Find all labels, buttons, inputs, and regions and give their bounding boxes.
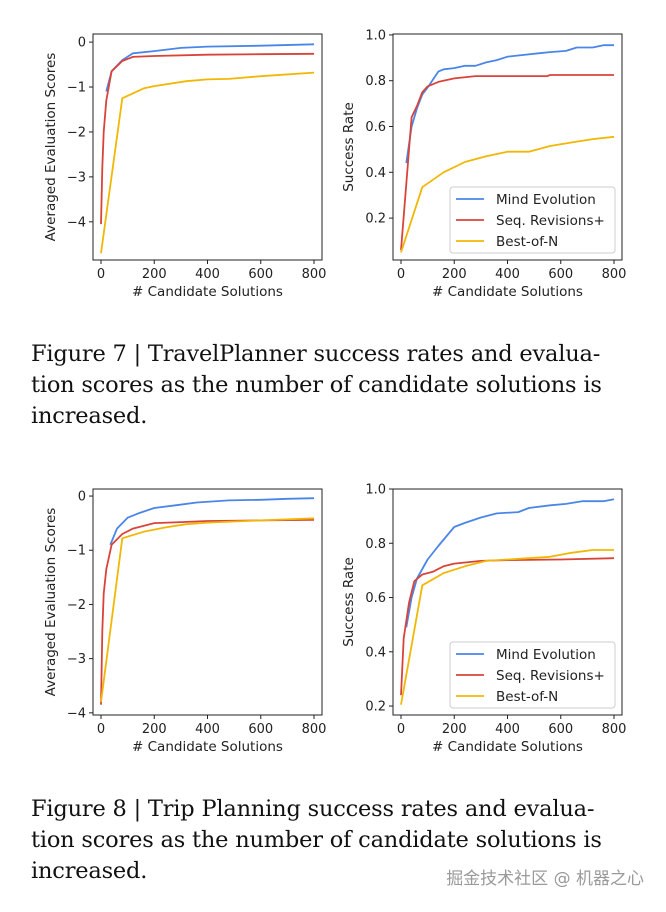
y-tick-label: −1 [67, 544, 86, 559]
y-tick-label: 1.0 [365, 483, 386, 498]
x-tick-label: 0 [97, 267, 105, 282]
x-tick-label: 800 [602, 722, 627, 737]
y-tick-label: 0.2 [365, 212, 386, 227]
series-line-seq-revisions [100, 52, 315, 225]
plot-frame [92, 33, 323, 261]
x-tick-label: 0 [97, 722, 105, 737]
x-tick-label: 400 [195, 722, 220, 737]
series-line-best-of-n [100, 517, 315, 703]
x-tick-label: 600 [248, 722, 273, 737]
legend-label: Mind Evolution [496, 192, 596, 208]
x-tick-label: 800 [302, 267, 327, 282]
caption-line: increased. [31, 858, 148, 884]
caption-line: Figure 8 | Trip Planning success rates a… [31, 796, 595, 822]
y-axis-label: Averaged Evaluation Scores [43, 53, 59, 242]
watermark: 掘金技术社区 @ 机器之心 [446, 869, 644, 889]
caption-line: tion scores as the number of candidate s… [31, 372, 602, 398]
legend-box [449, 186, 616, 254]
series-line-seq-revisions [400, 557, 615, 696]
series-line-seq-revisions [400, 74, 614, 251]
x-tick-label: 600 [248, 267, 273, 282]
x-tick-label: 200 [442, 267, 467, 282]
y-tick-label: 0.2 [365, 700, 386, 715]
x-tick-label: 800 [302, 722, 327, 737]
x-axis-label: # Candidate Solutions [432, 739, 583, 755]
chart-3: 0 200 400 600 800 0 −1 −2 −3 −4 # Candidate Soluti… [43, 488, 327, 755]
x-tick-label: 0 [397, 722, 405, 737]
figure-8-caption: Figure 8 | Trip Planning success rates a… [31, 794, 602, 887]
y-tick-label: 0.8 [365, 537, 386, 552]
series-line-best-of-n [400, 135, 615, 253]
y-tick-label: −3 [67, 170, 86, 185]
series-line-seq-revisions [100, 519, 315, 705]
y-tick-label: 0.6 [365, 591, 386, 606]
series-line-mind-evolution [105, 43, 315, 92]
y-tick-label: 1.0 [365, 28, 386, 43]
legend-box [449, 641, 616, 709]
x-tick-label: 400 [495, 267, 520, 282]
figure-7-caption: Figure 7 | TravelPlanner success rates a… [31, 339, 602, 432]
y-tick-label: −2 [67, 125, 86, 140]
x-axis-label: # Candidate Solutions [132, 739, 283, 755]
y-axis-label: Success Rate [341, 102, 357, 192]
series-line-mind-evolution [109, 497, 315, 546]
x-tick-label: 400 [495, 722, 520, 737]
y-tick-label: 0.4 [365, 645, 386, 660]
y-tick-label: 0.4 [365, 166, 386, 181]
x-tick-label: 400 [195, 267, 220, 282]
x-axis-label: # Candidate Solutions [132, 284, 283, 300]
x-tick-label: 600 [548, 267, 573, 282]
legend-label: Seq. Revisions+ [496, 668, 605, 684]
x-tick-label: 0 [397, 267, 405, 282]
y-tick-label: −1 [67, 81, 86, 96]
chart-4: 0 200 400 600 800 1.0 0.8 0.6 0.4 0.2 # Candidate … [341, 483, 626, 756]
y-tick-label: 0.6 [365, 120, 386, 135]
caption-line: increased. [31, 403, 148, 429]
x-tick-label: 200 [142, 267, 167, 282]
x-tick-label: 200 [442, 722, 467, 737]
y-tick-label: −4 [67, 706, 86, 721]
y-tick-label: 0.8 [365, 74, 386, 89]
x-tick-label: 200 [142, 722, 167, 737]
x-tick-label: 800 [602, 267, 627, 282]
y-axis-label: Success Rate [341, 557, 357, 647]
series-line-mind-evolution [405, 498, 615, 628]
legend: Mind Evolution Seq. Revisions+ Best-of-N [449, 186, 616, 254]
legend-label: Best-of-N [496, 234, 558, 250]
y-tick-label: 0 [78, 36, 86, 51]
chart-1: 0 200 400 600 800 0 −1 −2 −3 −4 # Candidate Soluti… [43, 33, 327, 300]
y-axis-label: Averaged Evaluation Scores [43, 508, 59, 697]
y-tick-label: −4 [67, 215, 86, 230]
x-axis-label: # Candidate Solutions [432, 284, 583, 300]
legend-label: Mind Evolution [496, 647, 596, 663]
legend: Mind Evolution Seq. Revisions+ Best-of-N [449, 641, 616, 709]
caption-line: Figure 7 | TravelPlanner success rates a… [31, 341, 601, 367]
legend-label: Best-of-N [496, 689, 558, 705]
series-line-mind-evolution [405, 44, 614, 164]
y-tick-label: −3 [67, 652, 86, 667]
x-tick-label: 600 [548, 722, 573, 737]
y-tick-label: 0 [78, 490, 86, 505]
legend-label: Seq. Revisions+ [496, 213, 605, 229]
y-tick-label: −2 [67, 598, 86, 613]
series-line-best-of-n [400, 549, 614, 705]
chart-2: 0 200 400 600 800 1.0 0.8 0.6 0.4 0.2 # Candidate … [341, 28, 626, 300]
series-line-best-of-n [100, 71, 315, 254]
caption-line: tion scores as the number of candidate s… [31, 827, 602, 853]
